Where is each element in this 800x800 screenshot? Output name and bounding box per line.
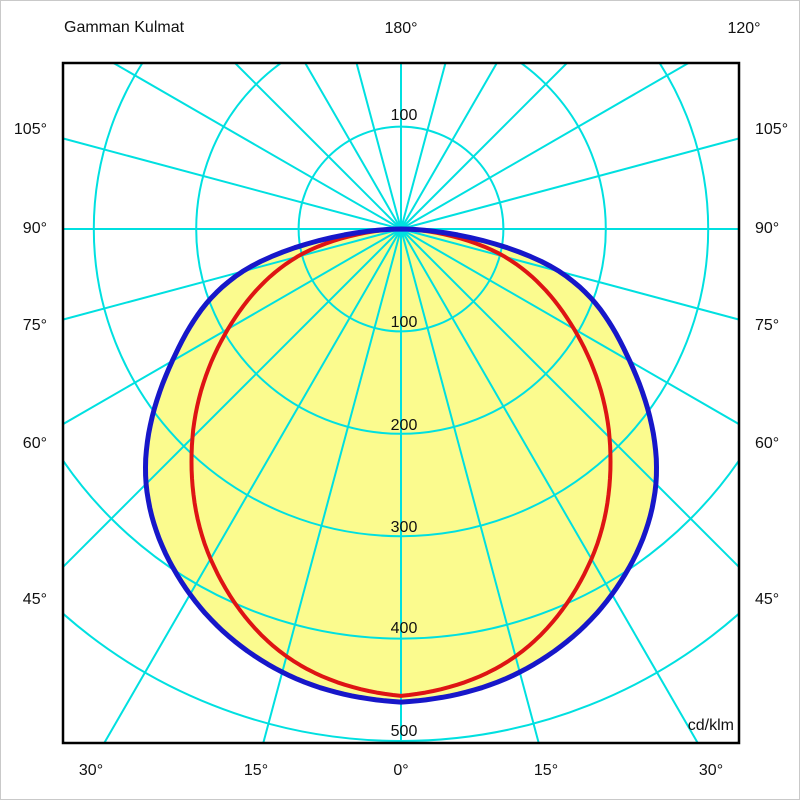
radial-tick-300: 300 (390, 519, 418, 536)
gamma-label-right-45: 45° (755, 591, 780, 608)
radial-tick-400: 400 (390, 620, 418, 637)
polar-grid-ray (64, 228, 402, 425)
gamma-label-left-75: 75° (22, 317, 47, 334)
radial-tick-500: 500 (390, 723, 418, 740)
gamma-label-bottom-30r: 30° (698, 762, 724, 779)
polar-grid-ray (400, 228, 738, 568)
polar-grid-ray (64, 228, 402, 568)
polar-grid-ray (262, 228, 402, 742)
gamma-label-left-45: 45° (22, 591, 47, 608)
polar-grid-ray (400, 228, 540, 742)
blue-curve (143, 226, 659, 705)
polar-grid-ray (400, 64, 568, 230)
polar-grid-ray (400, 228, 738, 425)
gamma-label-right-75: 75° (755, 317, 780, 334)
red-curve (189, 227, 613, 698)
chart-title: Gamman Kulmat (64, 19, 185, 36)
gamma-label-right-90: 90° (755, 220, 780, 237)
plot-border (61, 61, 741, 745)
polar-grid-ray (64, 228, 402, 321)
polar-grid-ray (400, 64, 498, 230)
polar-grid-ray (400, 137, 738, 230)
radial-tick-100: 100 (390, 314, 418, 331)
gamma-label-right-105: 105° (755, 121, 789, 138)
gamma-label-bottom-15r: 15° (533, 762, 559, 779)
corner-angle-label: 120° (727, 20, 761, 37)
gamma-label-right-60: 60° (755, 435, 780, 452)
gamma-label-bottom-0: 0° (393, 762, 409, 779)
gamma-label-left-90: 90° (22, 220, 47, 237)
polar-grid-ray (113, 64, 402, 230)
gamma-label-left-105: 105° (13, 121, 47, 138)
polar-grid-ray (400, 228, 738, 321)
gamma-label-bottom-30l: 30° (78, 762, 104, 779)
radial-tick-100-upper: 100 (390, 107, 418, 124)
polar-grid-ray (355, 64, 402, 230)
polar-grid-ray (234, 64, 402, 230)
gamma-label-bottom-15l: 15° (243, 762, 269, 779)
polar-grid-ray (400, 64, 689, 230)
polar-grid-ray (64, 137, 402, 230)
top-angle-label: 180° (384, 20, 418, 37)
units-label: cd/klm (687, 717, 734, 734)
polar-grid-ray (304, 64, 402, 230)
polar-grid-ray (400, 64, 447, 230)
gamma-label-left-60: 60° (22, 435, 47, 452)
radial-tick-200: 200 (390, 417, 418, 434)
